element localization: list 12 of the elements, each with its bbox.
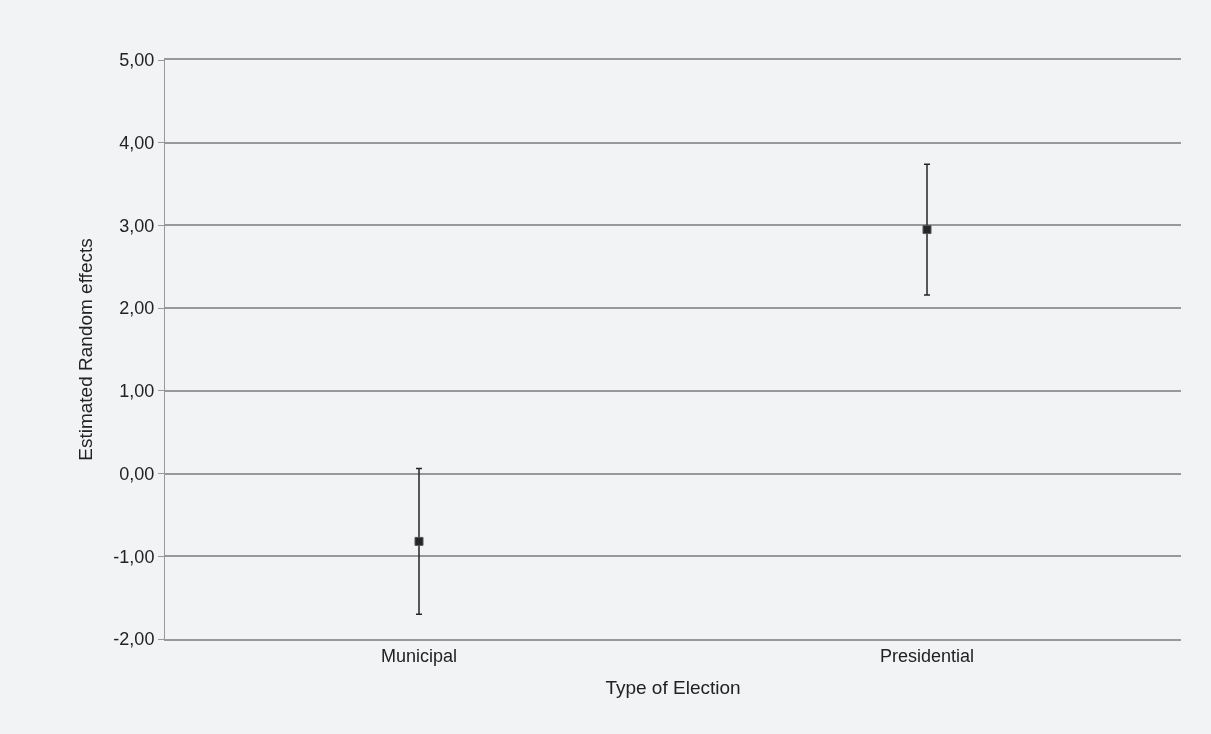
y-tick-label: 4,00 bbox=[119, 133, 155, 154]
x-tick-label: Municipal bbox=[380, 646, 458, 667]
y-tick-label: 1,00 bbox=[119, 381, 155, 402]
y-axis-title: Estimated Random effects bbox=[75, 238, 97, 461]
y-tick-label: -1,00 bbox=[113, 546, 155, 567]
x-tick-label: Presidential bbox=[879, 646, 975, 667]
x-axis-title: Type of Election bbox=[605, 676, 741, 698]
y-tick-label: 5,00 bbox=[119, 50, 155, 71]
y-tick-label: 3,00 bbox=[119, 215, 155, 236]
y-tick-label: -2,00 bbox=[113, 629, 155, 650]
y-tick-label: 0,00 bbox=[119, 463, 155, 484]
y-tick-label: 2,00 bbox=[119, 298, 155, 319]
